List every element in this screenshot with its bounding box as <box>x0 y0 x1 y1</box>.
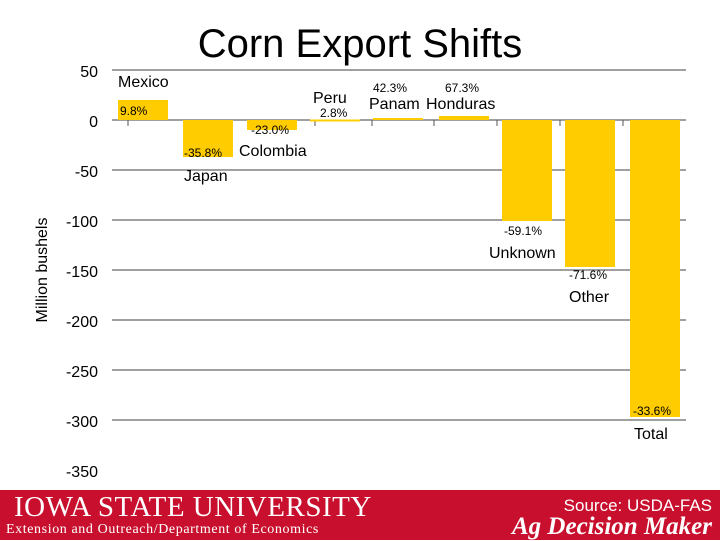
bar-peru <box>310 119 360 122</box>
category-label: Total <box>634 426 668 443</box>
source-note: Source: USDA-FAS <box>563 496 712 515</box>
brand-logo-text: Ag Decision Maker <box>512 513 712 540</box>
category-label: Honduras <box>426 96 495 113</box>
y-tick-label: 0 <box>89 114 98 131</box>
department-line: Extension and Outreach/Department of Eco… <box>6 522 319 537</box>
y-tick-label: -300 <box>66 414 98 431</box>
university-logo-text: IOWA STATE UNIVERSITY <box>14 491 372 523</box>
y-tick-label: -250 <box>66 364 98 381</box>
corn-export-chart: 50 0 -50 -100 -150 -200 -250 -300 -350 Million bu… <box>34 64 686 481</box>
percent-label: 9.8% <box>120 104 148 118</box>
category-label: Other <box>569 289 610 306</box>
y-tick-label: -200 <box>66 314 98 331</box>
y-tick-label: -350 <box>66 464 98 481</box>
percent-label: -23.0% <box>251 123 289 137</box>
category-label: Japan <box>184 168 228 185</box>
percent-label: -59.1% <box>504 224 542 238</box>
bar-panama <box>373 118 423 120</box>
bar-japan <box>183 120 233 157</box>
percent-label: 2.8% <box>320 106 348 120</box>
slide-title: Corn Export Shifts <box>197 22 523 66</box>
bar-honduras <box>439 116 489 120</box>
category-label: Panam <box>369 96 420 113</box>
bar-total <box>630 120 680 417</box>
category-label: Peru <box>313 90 347 107</box>
percent-label: 42.3% <box>373 81 407 95</box>
bar-colombia <box>247 120 297 130</box>
bar-mexico <box>118 100 168 120</box>
y-axis-label: Million bushels <box>34 218 51 323</box>
footer-bar <box>0 490 720 540</box>
percent-label: 67.3% <box>445 81 479 95</box>
y-tick-label: -100 <box>66 214 98 231</box>
percent-label: -33.6% <box>633 404 671 418</box>
category-label: Unknown <box>489 245 556 262</box>
percent-label: -35.8% <box>184 146 222 160</box>
category-label: Mexico <box>118 74 169 91</box>
percent-label: -71.6% <box>569 268 607 282</box>
category-label: Colombia <box>239 143 307 160</box>
y-tick-label: -50 <box>75 164 98 181</box>
y-tick-label: -150 <box>66 264 98 281</box>
bar-unknown <box>502 120 552 221</box>
y-tick-label: 50 <box>80 64 98 81</box>
bar-other <box>565 120 615 267</box>
